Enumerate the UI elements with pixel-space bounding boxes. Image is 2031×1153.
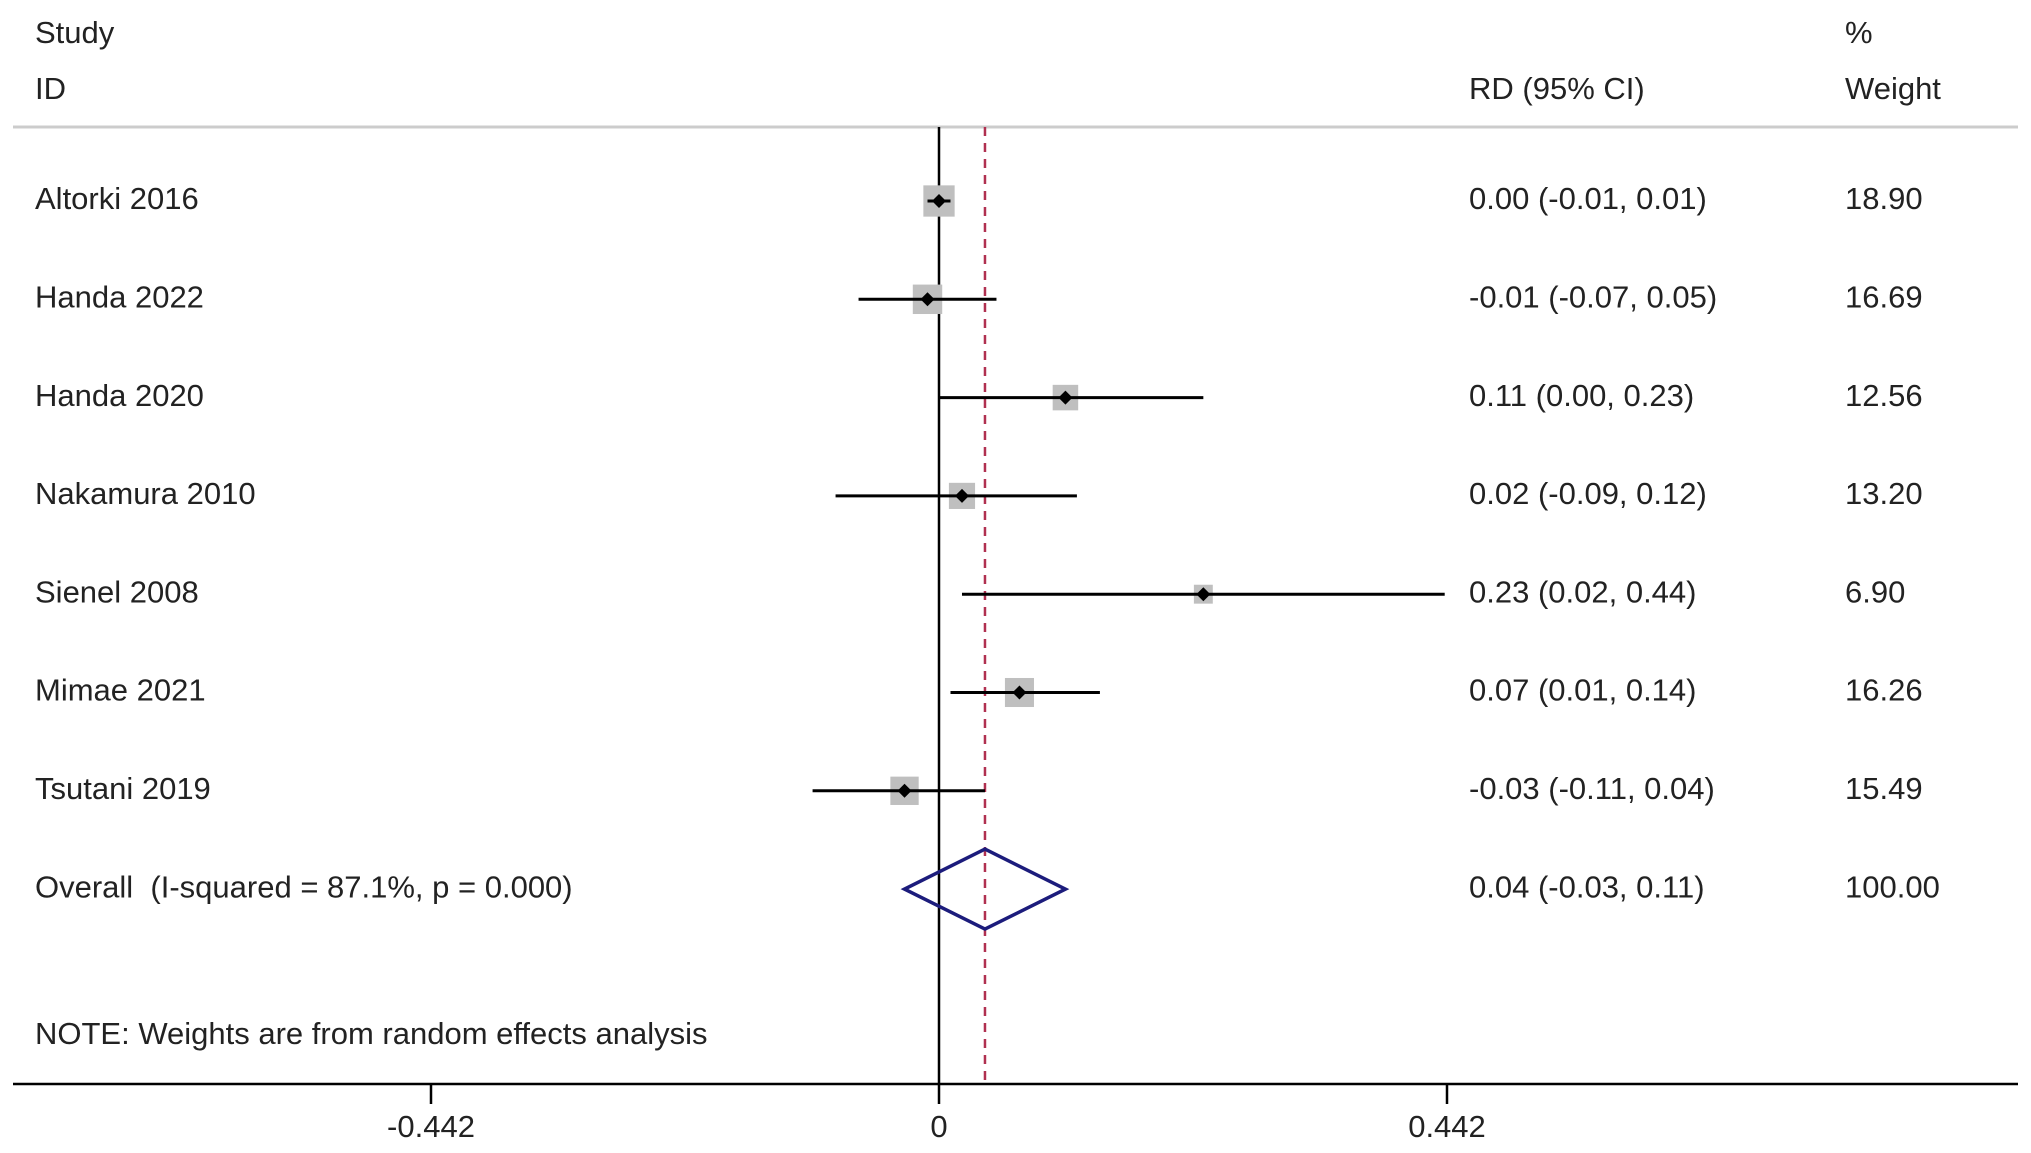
point-estimate [1058,390,1073,405]
effect-label: -0.01 (-0.07, 0.05) [1469,279,1717,314]
weight-label: 16.69 [1845,279,1923,314]
x-tick-label: 0 [930,1109,947,1144]
header-id: ID [35,71,66,106]
header-effect: RD (95% CI) [1469,71,1645,106]
study-label: Mimae 2021 [35,673,206,708]
effect-label: 0.02 (-0.09, 0.12) [1469,476,1707,511]
x-tick-label: 0.442 [1408,1109,1486,1144]
point-estimate [1012,685,1027,700]
study-label: Handa 2022 [35,279,204,314]
study-label: Altorki 2016 [35,181,199,216]
effect-label: 0.11 (0.00, 0.23) [1469,378,1694,413]
effect-label: -0.03 (-0.11, 0.04) [1469,771,1715,806]
point-estimate [920,292,935,307]
weight-label: 6.90 [1845,574,1905,609]
x-tick-label: -0.442 [387,1109,475,1144]
header-pct: % [1845,15,1873,50]
weight-label: 12.56 [1845,378,1923,413]
study-label: Tsutani 2019 [35,771,211,806]
weight-label: 15.49 [1845,771,1923,806]
point-estimate [897,783,912,798]
weight-label: 13.20 [1845,476,1923,511]
effect-label: 0.00 (-0.01, 0.01) [1469,181,1707,216]
effect-label: 0.23 (0.02, 0.44) [1469,574,1697,609]
overall-label: Overall (I-squared = 87.1%, p = 0.000) [35,869,573,904]
overall-weight-label: 100.00 [1845,869,1940,904]
weight-label: 18.90 [1845,181,1923,216]
weight-label: 16.26 [1845,673,1923,708]
point-estimate [954,488,969,503]
note: NOTE: Weights are from random effects an… [35,1016,708,1051]
header-weight: Weight [1845,71,1941,106]
overall-effect-label: 0.04 (-0.03, 0.11) [1469,869,1705,904]
study-label: Nakamura 2010 [35,476,256,511]
study-label: Sienel 2008 [35,574,199,609]
study-label: Handa 2020 [35,378,204,413]
point-estimate [932,194,946,208]
point-estimate [1196,587,1211,602]
header-study: Study [35,15,115,50]
overall-diamond [900,847,1070,932]
effect-label: 0.07 (0.01, 0.14) [1469,673,1697,708]
